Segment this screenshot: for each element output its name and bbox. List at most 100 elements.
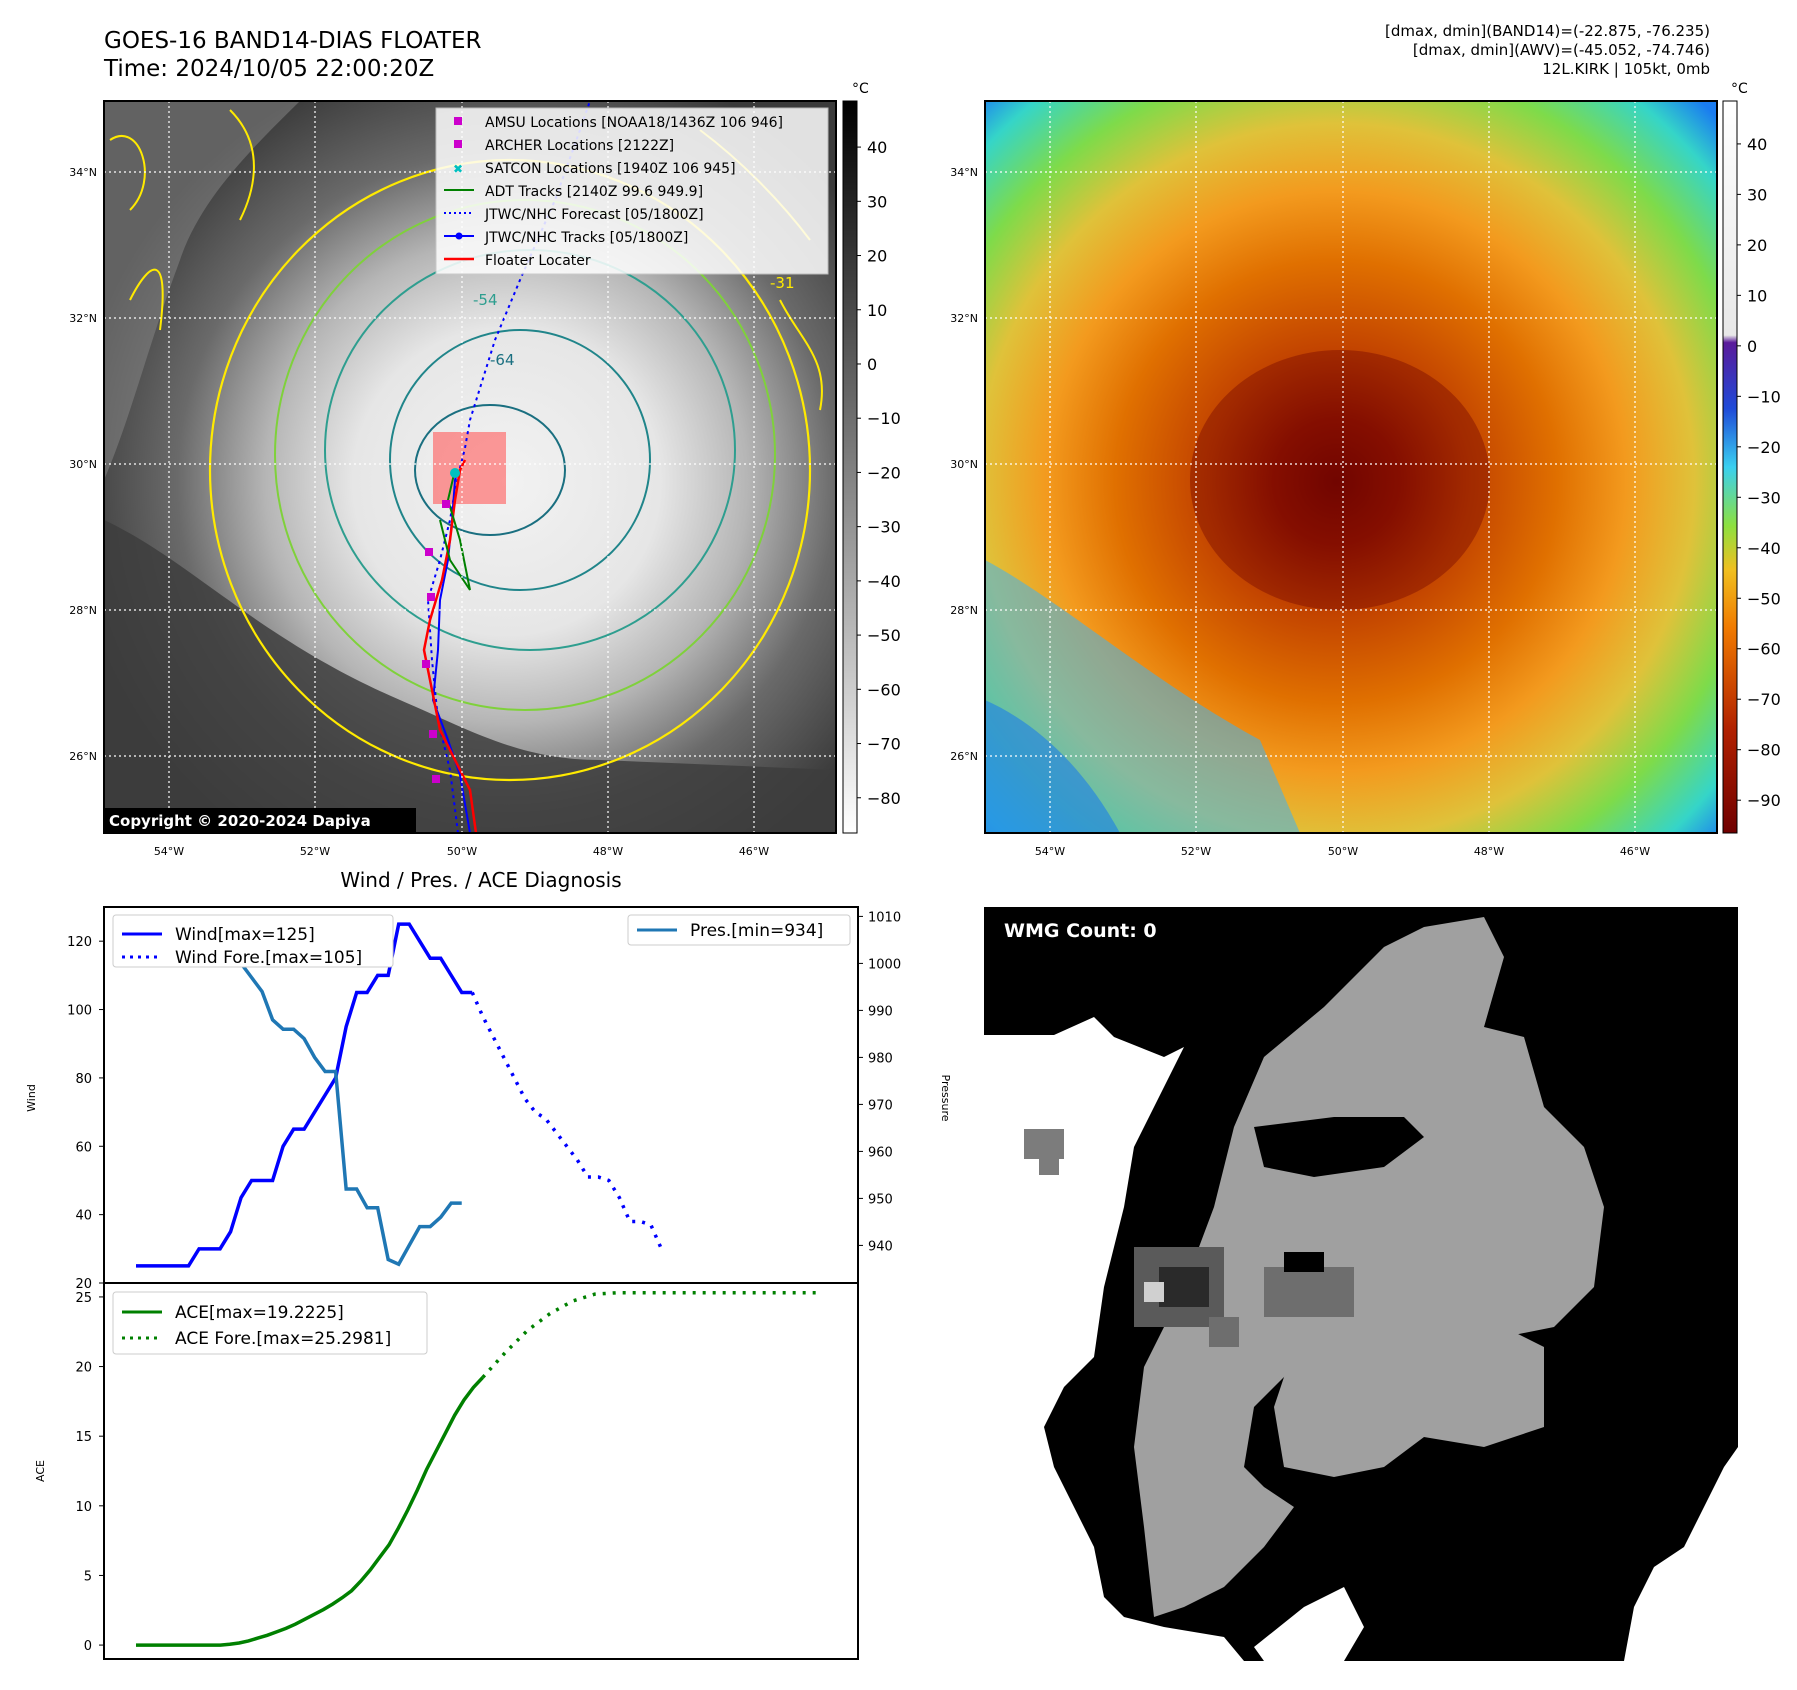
ace-ytick: 5 bbox=[84, 1569, 92, 1584]
rb-lon-54: 54°W bbox=[1035, 845, 1065, 858]
ir-lon-54: 54°W bbox=[154, 845, 184, 858]
ir-lat-32: 32°N bbox=[69, 312, 97, 325]
wmg-count-label: WMG Count: 0 bbox=[1004, 920, 1157, 942]
rb-colorbar-tick: −70 bbox=[1747, 690, 1781, 709]
diagnosis-panel: Wind / Pres. / ACE Diagnosis 20406080100… bbox=[25, 868, 952, 1660]
wmg-panel: WMG Count: 0 bbox=[984, 907, 1738, 1661]
ir-colorbar-tick: −80 bbox=[867, 789, 901, 808]
wind-ylabel: Wind bbox=[25, 1084, 38, 1112]
pressure-ytick: 940 bbox=[868, 1239, 893, 1254]
ir-map-panel: -31 -54 -64 ✖ bbox=[69, 81, 901, 858]
ir-colorbar-tick: −30 bbox=[867, 518, 901, 537]
info-line1: [dmax, dmin](BAND14)=(-22.875, -76.235) bbox=[1385, 22, 1710, 40]
wind-ytick: 40 bbox=[75, 1209, 92, 1224]
ace-ytick: 25 bbox=[75, 1291, 92, 1306]
rb-lat-28: 28°N bbox=[950, 604, 978, 617]
ir-colorbar-unit: °C bbox=[852, 81, 869, 97]
ir-lat-34: 34°N bbox=[69, 166, 97, 179]
rb-colorbar-tick: 40 bbox=[1747, 135, 1767, 154]
wind-line bbox=[136, 922, 473, 1268]
rb-lon-48: 48°W bbox=[1474, 845, 1504, 858]
info-line3: 12L.KIRK | 105kt, 0mb bbox=[1542, 60, 1710, 78]
rb-colorbar-tick: −50 bbox=[1747, 589, 1781, 608]
ir-colorbar-tick: −60 bbox=[867, 680, 901, 699]
rb-lat-32: 32°N bbox=[950, 312, 978, 325]
legend-archer: ARCHER Locations [2122Z] bbox=[485, 138, 674, 154]
pressure-legend bbox=[627, 914, 851, 946]
rb-colorbar-tick: −80 bbox=[1747, 741, 1781, 760]
legend-wind: Wind[max=125] bbox=[175, 925, 315, 945]
ace-ytick: 10 bbox=[75, 1500, 92, 1515]
ir-colorbar-tick: −70 bbox=[867, 735, 901, 754]
ace-forecast-line bbox=[481, 1291, 819, 1379]
legend-pressure: Pres.[min=934] bbox=[690, 921, 823, 941]
rb-lat-26: 26°N bbox=[950, 750, 978, 763]
rb-colorbar-tick: 0 bbox=[1747, 337, 1757, 356]
legend-ace-fore: ACE Fore.[max=25.2981] bbox=[175, 1329, 391, 1349]
ir-lat-28: 28°N bbox=[69, 604, 97, 617]
copyright: Copyright © 2020-2024 Dapiya bbox=[109, 812, 371, 830]
pressure-ytick: 960 bbox=[868, 1145, 893, 1160]
rb-colorbar-tick: −40 bbox=[1747, 539, 1781, 558]
rb-colorbar-tick: −10 bbox=[1747, 387, 1781, 406]
rb-lon-52: 52°W bbox=[1181, 845, 1211, 858]
pressure-ytick: 950 bbox=[868, 1192, 893, 1207]
wind-ytick: 80 bbox=[75, 1072, 92, 1087]
wind-ytick: 60 bbox=[75, 1140, 92, 1155]
legend-tracks: JTWC/NHC Tracks [05/1800Z] bbox=[484, 230, 688, 246]
ir-colorbar-tick: −20 bbox=[867, 463, 901, 482]
rb-colorbar-tick: 30 bbox=[1747, 185, 1767, 204]
ir-colorbar-tick: 30 bbox=[867, 192, 887, 211]
rb-colorbar-tick: −90 bbox=[1747, 791, 1781, 810]
pressure-line bbox=[136, 928, 462, 1267]
info-block: [dmax, dmin](BAND14)=(-22.875, -76.235) … bbox=[1385, 22, 1710, 79]
wind-ytick: 20 bbox=[75, 1277, 92, 1292]
rainbow-map-panel: 34°N 32°N 30°N 28°N 26°N 54°W 52°W 50°W … bbox=[950, 81, 1781, 858]
wind-forecast-line bbox=[470, 991, 663, 1250]
wmg-gray-swirl bbox=[1134, 917, 1604, 1617]
ace-ytick: 15 bbox=[75, 1430, 92, 1445]
wind-ytick: 120 bbox=[67, 935, 92, 950]
ir-lat-30: 30°N bbox=[69, 458, 97, 471]
ir-legend bbox=[435, 107, 829, 275]
contour-label-64: -64 bbox=[490, 351, 515, 369]
title-line2: Time: 2024/10/05 22:00:20Z bbox=[104, 56, 435, 82]
floater-track bbox=[422, 459, 478, 833]
contour-label-54: -54 bbox=[473, 291, 498, 309]
pressure-ytick: 1000 bbox=[868, 957, 901, 972]
pressure-ytick: 970 bbox=[868, 1098, 893, 1113]
rb-colorbar-tick: 10 bbox=[1747, 286, 1767, 305]
diagnosis-title: Wind / Pres. / ACE Diagnosis bbox=[340, 868, 621, 892]
ace-legend bbox=[112, 1291, 428, 1355]
ir-colorbar-tick: −40 bbox=[867, 572, 901, 591]
legend-ace: ACE[max=19.2225] bbox=[175, 1303, 344, 1323]
legend-forecast: JTWC/NHC Forecast [05/1800Z] bbox=[484, 207, 704, 223]
pressure-ytick: 990 bbox=[868, 1004, 893, 1019]
rb-lon-46: 46°W bbox=[1620, 845, 1650, 858]
ir-lat-26: 26°N bbox=[69, 750, 97, 763]
ace-ytick: 0 bbox=[84, 1639, 92, 1654]
rb-colorbar-tick: −60 bbox=[1747, 640, 1781, 659]
ir-colorbar bbox=[842, 100, 858, 834]
title-line1: GOES-16 BAND14-DIAS FLOATER bbox=[104, 28, 482, 54]
contour-label-31: -31 bbox=[770, 274, 795, 292]
ir-colorbar-tick: −50 bbox=[867, 626, 901, 645]
floater-box bbox=[433, 432, 506, 504]
ir-colorbar-tick: 20 bbox=[867, 247, 887, 266]
figure-title: GOES-16 BAND14-DIAS FLOATER Time: 2024/1… bbox=[104, 27, 482, 83]
ir-colorbar-tick: 10 bbox=[867, 301, 887, 320]
ir-lon-48: 48°W bbox=[593, 845, 623, 858]
rb-colorbar-tick: −30 bbox=[1747, 488, 1781, 507]
rb-colorbar-unit: °C bbox=[1731, 81, 1748, 97]
rb-colorbar-tick: −20 bbox=[1747, 438, 1781, 457]
legend-wind-fore: Wind Fore.[max=105] bbox=[175, 948, 362, 968]
legend-adt: ADT Tracks [2140Z 99.6 949.9] bbox=[485, 184, 703, 200]
pressure-ytick: 980 bbox=[868, 1051, 893, 1066]
rainbow-colorbar bbox=[1722, 100, 1738, 834]
ace-ytick: 20 bbox=[75, 1361, 92, 1376]
wind-ytick: 100 bbox=[67, 1004, 92, 1019]
ir-colorbar-tick: 0 bbox=[867, 355, 877, 374]
svg-text:✖: ✖ bbox=[453, 162, 463, 176]
ir-lon-50: 50°W bbox=[447, 845, 477, 858]
legend-amsu: AMSU Locations [NOAA18/1436Z 106 946] bbox=[485, 115, 783, 131]
